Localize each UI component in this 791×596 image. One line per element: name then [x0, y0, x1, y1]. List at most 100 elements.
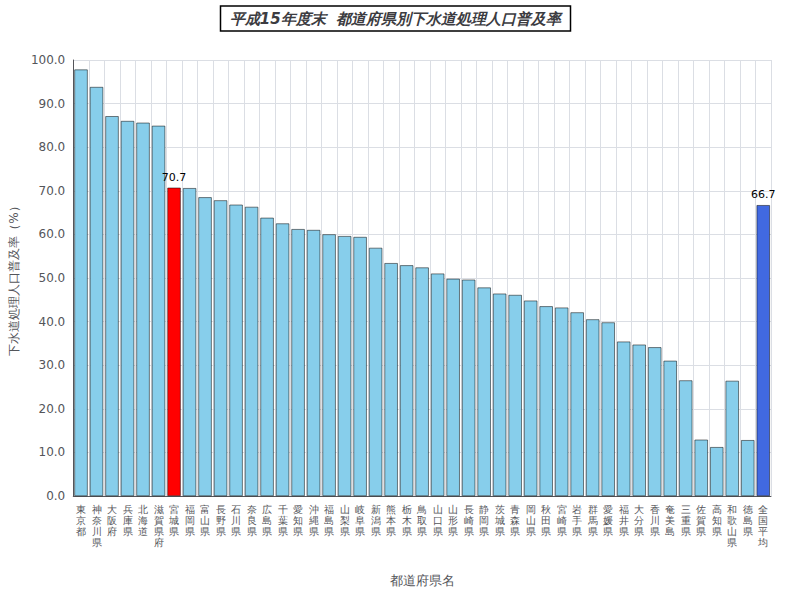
svg-text:熊: 熊: [386, 504, 396, 515]
svg-text:県: 県: [123, 526, 133, 537]
svg-text:県: 県: [417, 526, 427, 537]
svg-text:馬: 馬: [587, 515, 598, 526]
svg-text:大: 大: [107, 504, 117, 515]
svg-text:賀: 賀: [696, 515, 706, 526]
svg-text:奈: 奈: [247, 504, 257, 515]
svg-text:県: 県: [247, 526, 257, 537]
svg-text:東: 東: [76, 504, 86, 515]
svg-text:県: 県: [278, 526, 288, 537]
svg-text:富: 富: [200, 504, 210, 515]
svg-text:島: 島: [324, 515, 334, 526]
svg-text:山: 山: [526, 515, 536, 526]
svg-text:崎: 崎: [557, 515, 567, 526]
svg-text:山: 山: [340, 504, 350, 515]
svg-text:木: 木: [402, 515, 412, 526]
svg-text:山: 山: [448, 504, 458, 515]
svg-text:府: 府: [154, 537, 164, 548]
svg-text:城: 城: [168, 515, 179, 526]
svg-text:県: 県: [743, 526, 753, 537]
svg-text:栃: 栃: [402, 504, 412, 515]
svg-text:田: 田: [541, 515, 551, 526]
svg-text:県: 県: [696, 526, 706, 537]
svg-text:野: 野: [216, 515, 226, 526]
svg-text:県: 県: [603, 526, 613, 537]
svg-text:100.0: 100.0: [31, 53, 65, 67]
svg-text:三: 三: [681, 504, 691, 515]
svg-text:井: 井: [619, 515, 629, 526]
svg-text:県: 県: [371, 526, 381, 537]
svg-text:愛: 愛: [293, 504, 303, 515]
svg-text:形: 形: [448, 515, 458, 526]
svg-text:都道府県名: 都道府県名: [390, 573, 455, 588]
svg-text:都: 都: [76, 526, 86, 537]
svg-text:和: 和: [727, 504, 737, 515]
svg-text:県: 県: [634, 526, 644, 537]
svg-text:京: 京: [76, 515, 86, 526]
svg-text:新: 新: [371, 504, 381, 515]
svg-text:平成15年度末 都道府県別下水道処理人口普及率: 平成15年度末 都道府県別下水道処理人口普及率: [230, 10, 563, 28]
svg-text:岩: 岩: [572, 504, 582, 515]
svg-text:道: 道: [138, 526, 148, 537]
svg-text:岡: 岡: [526, 504, 536, 515]
svg-text:取: 取: [417, 515, 427, 526]
svg-text:川: 川: [92, 526, 102, 537]
svg-text:香: 香: [650, 504, 660, 515]
svg-text:静: 静: [479, 504, 489, 515]
svg-text:茨: 茨: [495, 504, 505, 515]
svg-text:佐: 佐: [696, 504, 706, 515]
svg-text:庫: 庫: [123, 515, 133, 526]
svg-text:川: 川: [650, 515, 660, 526]
svg-text:兵: 兵: [123, 504, 133, 515]
svg-text:県: 県: [557, 526, 567, 537]
svg-text:平: 平: [758, 526, 768, 537]
svg-text:40.0: 40.0: [39, 315, 66, 329]
svg-text:愛: 愛: [603, 504, 613, 515]
svg-text:県: 県: [262, 526, 272, 537]
svg-text:岐: 岐: [355, 504, 365, 515]
svg-text:県: 県: [92, 537, 102, 548]
svg-text:県: 県: [169, 526, 179, 537]
svg-text:知: 知: [293, 515, 303, 526]
svg-text:広: 広: [262, 504, 272, 515]
svg-text:葉: 葉: [278, 515, 288, 526]
svg-text:岡: 岡: [479, 515, 489, 526]
svg-text:森: 森: [510, 515, 520, 526]
svg-text:20.0: 20.0: [39, 402, 66, 416]
svg-text:媛: 媛: [603, 515, 613, 526]
svg-text:山: 山: [433, 504, 443, 515]
svg-text:県: 県: [572, 526, 582, 537]
svg-text:北: 北: [138, 504, 148, 515]
svg-text:福: 福: [619, 504, 629, 515]
svg-text:均: 均: [757, 537, 768, 548]
svg-text:県: 県: [495, 526, 505, 537]
svg-text:阜: 阜: [355, 515, 365, 526]
svg-text:奈: 奈: [92, 515, 102, 526]
svg-text:高: 高: [712, 504, 722, 515]
svg-text:島: 島: [665, 526, 675, 537]
svg-text:県: 県: [448, 526, 458, 537]
svg-text:60.0: 60.0: [39, 227, 66, 241]
svg-text:県: 県: [464, 526, 474, 537]
svg-text:県: 県: [650, 526, 660, 537]
svg-text:宮: 宮: [557, 504, 567, 515]
svg-text:阪: 阪: [107, 515, 117, 526]
svg-text:66.7: 66.7: [751, 188, 776, 201]
svg-text:50.0: 50.0: [39, 271, 66, 285]
svg-text:岡: 岡: [185, 515, 195, 526]
svg-text:県: 県: [526, 526, 536, 537]
svg-text:県: 県: [541, 526, 551, 537]
svg-text:徳: 徳: [743, 504, 753, 515]
svg-text:秋: 秋: [541, 504, 551, 515]
svg-text:神: 神: [92, 504, 102, 515]
svg-text:千: 千: [278, 504, 288, 515]
svg-text:島: 島: [262, 515, 272, 526]
svg-text:山: 山: [727, 526, 737, 537]
svg-text:30.0: 30.0: [39, 358, 66, 372]
svg-text:県: 県: [216, 526, 226, 537]
svg-text:全: 全: [758, 504, 768, 515]
svg-text:県: 県: [200, 526, 210, 537]
svg-text:県: 県: [681, 526, 691, 537]
svg-text:川: 川: [231, 515, 241, 526]
svg-text:群: 群: [588, 504, 598, 515]
svg-text:県: 県: [712, 526, 722, 537]
